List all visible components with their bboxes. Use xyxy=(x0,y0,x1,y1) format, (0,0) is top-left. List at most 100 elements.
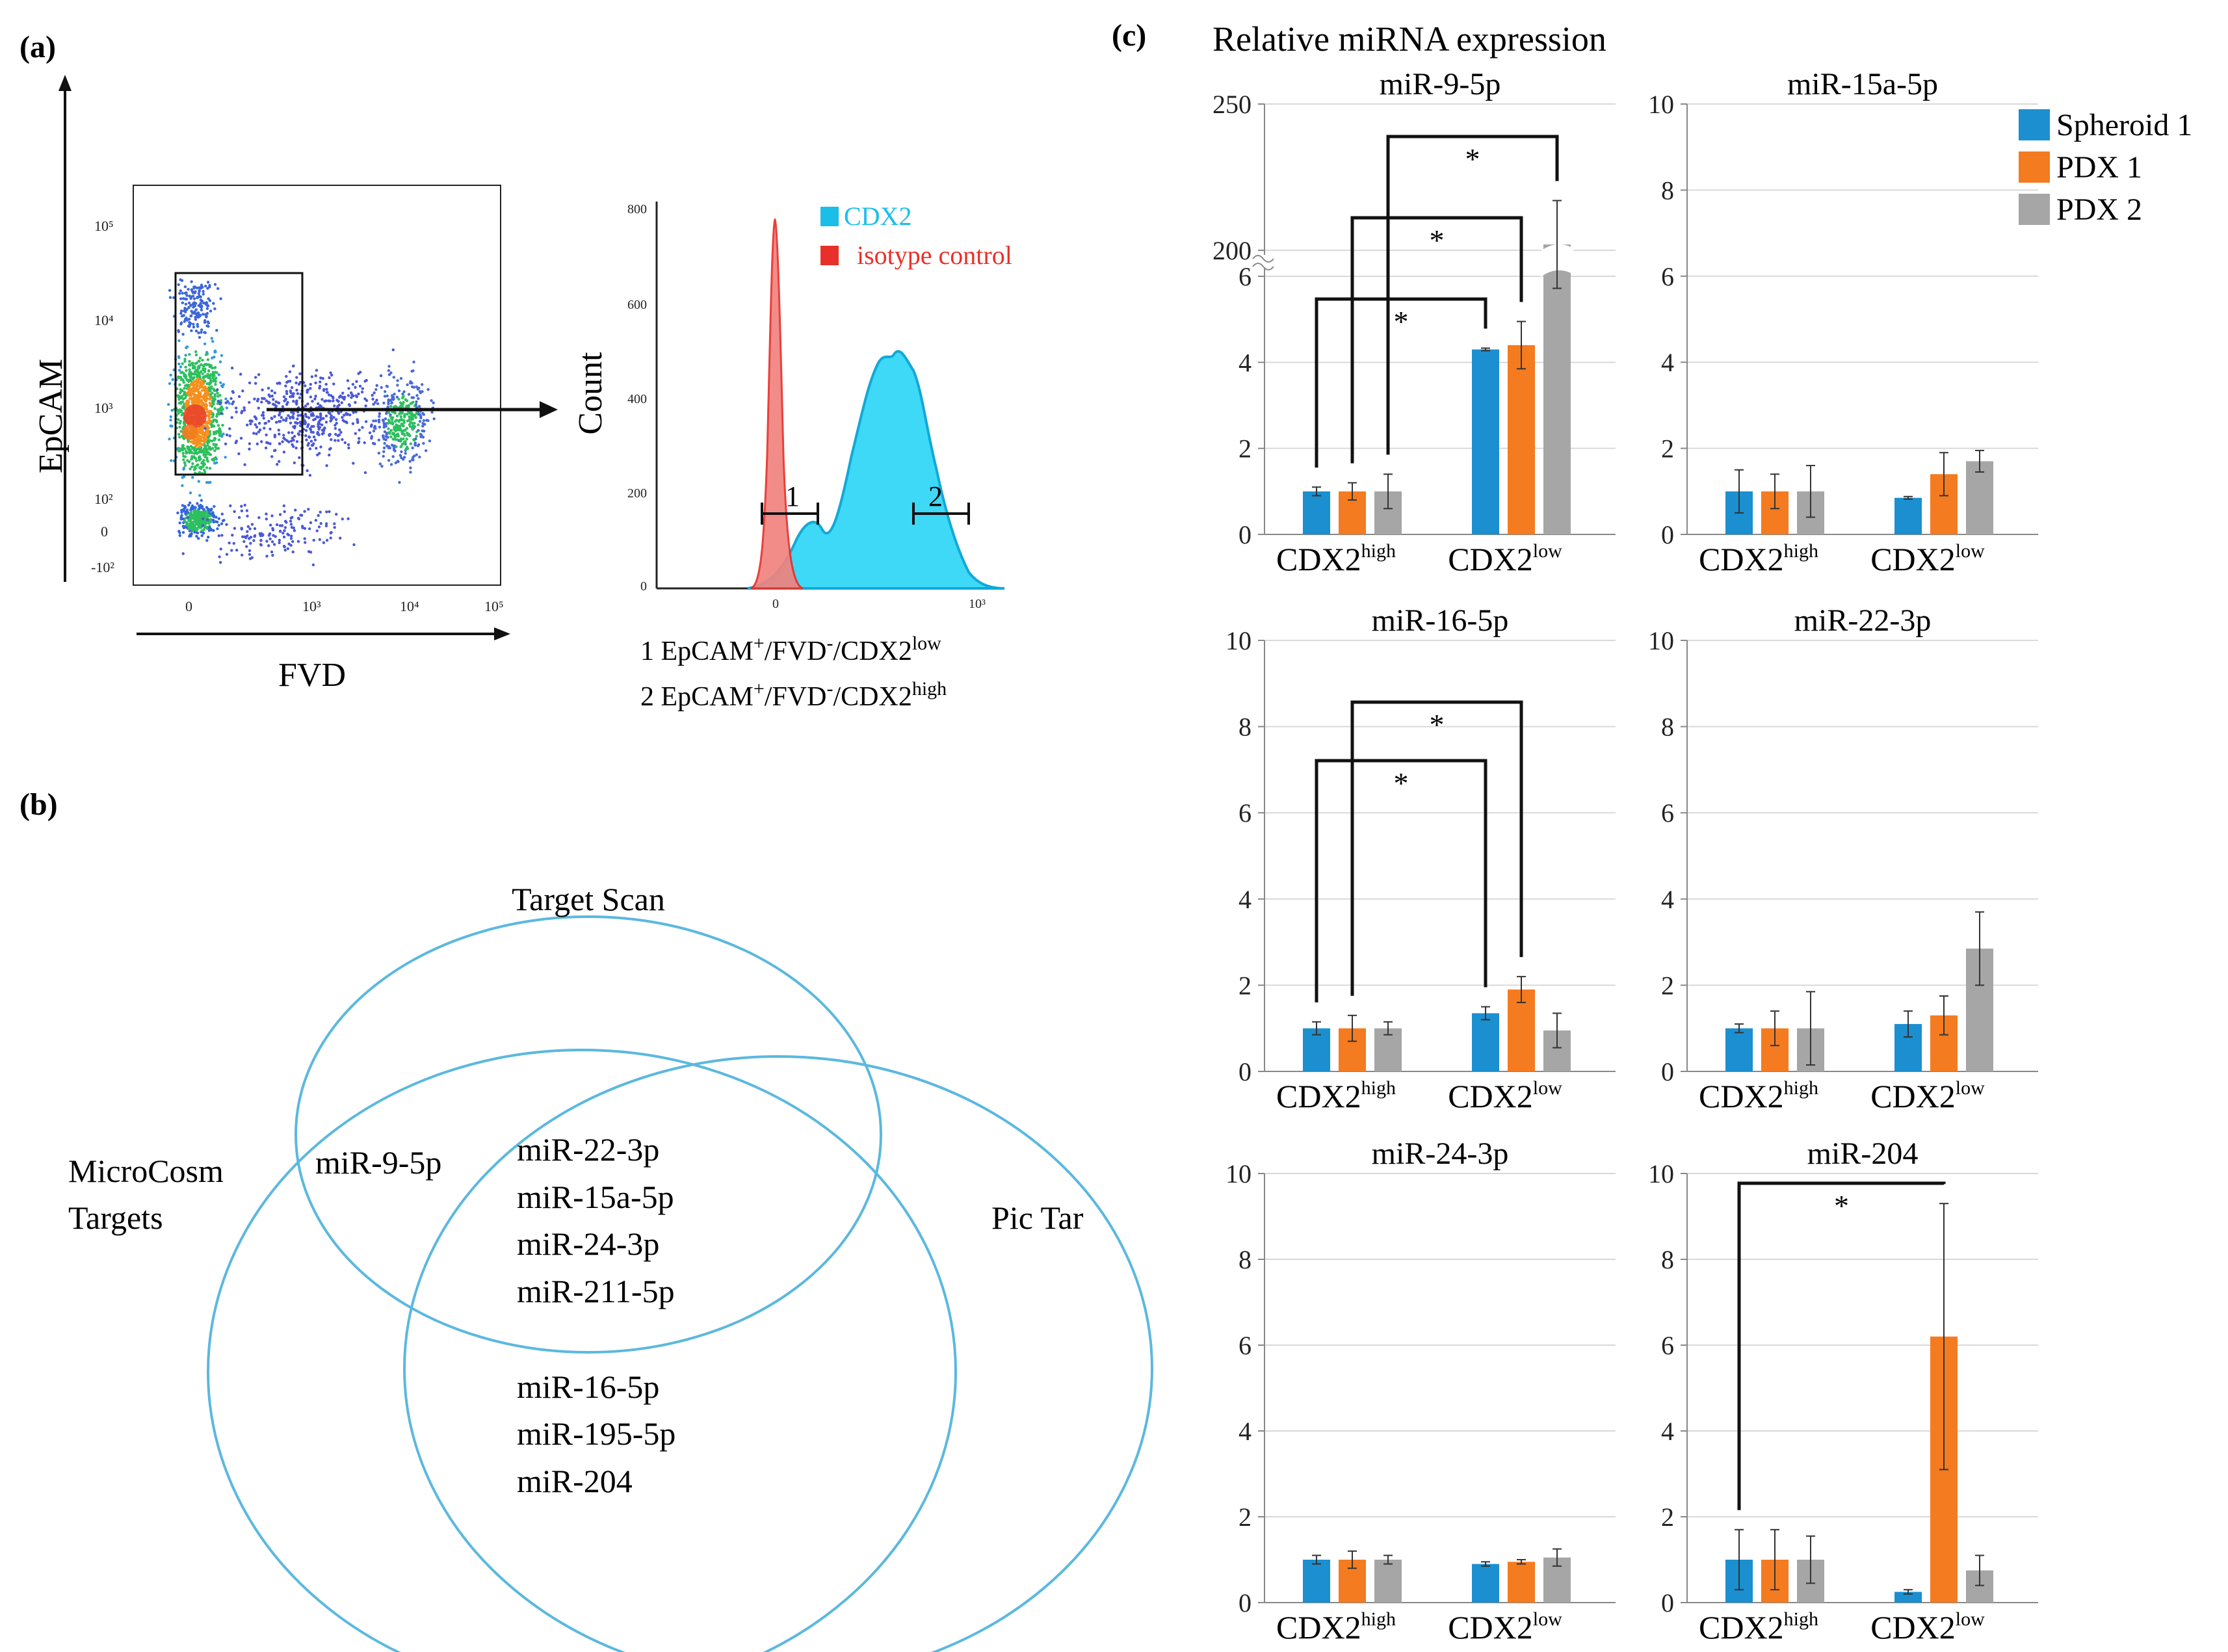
subplot-title: miR-9-5p xyxy=(1380,67,1501,101)
event-dot xyxy=(190,465,194,469)
event-dot xyxy=(207,481,211,484)
event-dot xyxy=(213,437,216,440)
event-dot xyxy=(202,397,205,400)
event-dot xyxy=(351,383,355,386)
event-dot xyxy=(412,369,415,373)
event-dot xyxy=(194,400,197,404)
y-tick-label: 2 xyxy=(1239,1502,1252,1532)
event-dot xyxy=(188,460,191,464)
event-dot xyxy=(293,435,296,438)
event-dot xyxy=(270,540,274,544)
event-dot xyxy=(329,371,332,374)
histogram-ytick: 400 xyxy=(627,392,647,406)
event-dot xyxy=(194,318,198,321)
event-dot xyxy=(200,534,203,538)
event-dot xyxy=(333,522,336,525)
y-tick-label: 8 xyxy=(1661,1245,1674,1274)
event-dot xyxy=(301,525,304,528)
event-dot xyxy=(311,400,314,403)
event-dot xyxy=(303,527,307,530)
event-dot xyxy=(179,309,183,313)
venn-mirna: miR-22-3p xyxy=(517,1131,659,1168)
event-dot xyxy=(310,425,313,428)
event-dot xyxy=(225,523,228,526)
event-dot xyxy=(218,360,222,363)
event-dot xyxy=(384,438,387,441)
event-dot xyxy=(334,426,337,430)
subplot-title: miR-15a-5p xyxy=(1787,67,1938,101)
event-dot xyxy=(230,549,233,552)
dotplot-xtick: 0 xyxy=(185,598,192,614)
y-tick-label: 0 xyxy=(1239,1057,1252,1086)
event-dot xyxy=(387,365,391,368)
event-dot xyxy=(406,412,409,416)
event-dot xyxy=(205,363,209,367)
event-dot xyxy=(177,529,181,533)
event-dot xyxy=(248,553,252,556)
event-dot xyxy=(183,447,187,451)
event-dot xyxy=(313,438,317,441)
event-dot xyxy=(190,510,193,514)
event-dot xyxy=(246,525,250,529)
event-dot xyxy=(176,408,179,412)
event-dot xyxy=(205,480,209,484)
category-label: CDX2low xyxy=(1448,1608,1562,1645)
event-dot xyxy=(202,386,206,389)
event-dot xyxy=(205,425,209,428)
event-dot xyxy=(183,320,186,323)
event-dot xyxy=(287,414,290,417)
event-dot xyxy=(205,510,209,514)
event-dot xyxy=(198,356,202,360)
event-dot xyxy=(186,510,189,514)
event-dot xyxy=(192,455,196,458)
event-dot xyxy=(270,550,274,554)
event-dot xyxy=(253,415,257,419)
event-dot xyxy=(246,423,249,426)
category-label: CDX2high xyxy=(1699,1077,1818,1114)
event-dot xyxy=(328,447,332,451)
event-dot xyxy=(306,391,309,394)
event-dot xyxy=(184,302,188,306)
bar xyxy=(1508,1562,1535,1603)
event-dot xyxy=(179,322,183,326)
event-dot xyxy=(347,517,350,521)
bar xyxy=(1894,1592,1922,1603)
event-dot xyxy=(360,390,364,394)
event-dot xyxy=(229,397,233,400)
event-dot xyxy=(421,425,425,428)
event-dot xyxy=(334,418,338,421)
event-dot xyxy=(202,437,206,440)
event-dot xyxy=(212,514,216,517)
event-dot xyxy=(396,384,399,387)
y-tick-label: 2 xyxy=(1239,434,1252,464)
event-dot xyxy=(315,529,319,532)
venn-label-target-scan: Target Scan xyxy=(512,881,665,917)
event-dot xyxy=(168,289,172,292)
event-dot xyxy=(190,280,193,283)
event-dot xyxy=(211,424,215,427)
event-dot xyxy=(229,504,232,508)
event-dot xyxy=(181,301,185,304)
event-dot xyxy=(277,401,281,404)
event-dot xyxy=(309,387,312,390)
event-dot xyxy=(183,462,187,465)
event-dot xyxy=(415,394,419,397)
event-dot xyxy=(313,397,317,400)
event-dot xyxy=(421,422,425,425)
event-dot xyxy=(197,393,200,396)
event-dot xyxy=(234,441,237,445)
event-dot xyxy=(284,419,288,423)
event-dot xyxy=(215,329,218,332)
event-dot xyxy=(189,378,192,382)
event-dot xyxy=(188,371,191,374)
event-dot xyxy=(346,379,350,382)
event-dot xyxy=(190,451,194,454)
event-dot xyxy=(181,297,185,300)
event-dot xyxy=(228,434,231,438)
event-dot xyxy=(308,447,312,451)
bar xyxy=(1894,497,1922,534)
event-dot xyxy=(203,441,206,445)
gate-label-2: 2 xyxy=(928,480,943,512)
event-dot xyxy=(265,518,268,521)
event-dot xyxy=(288,370,292,373)
